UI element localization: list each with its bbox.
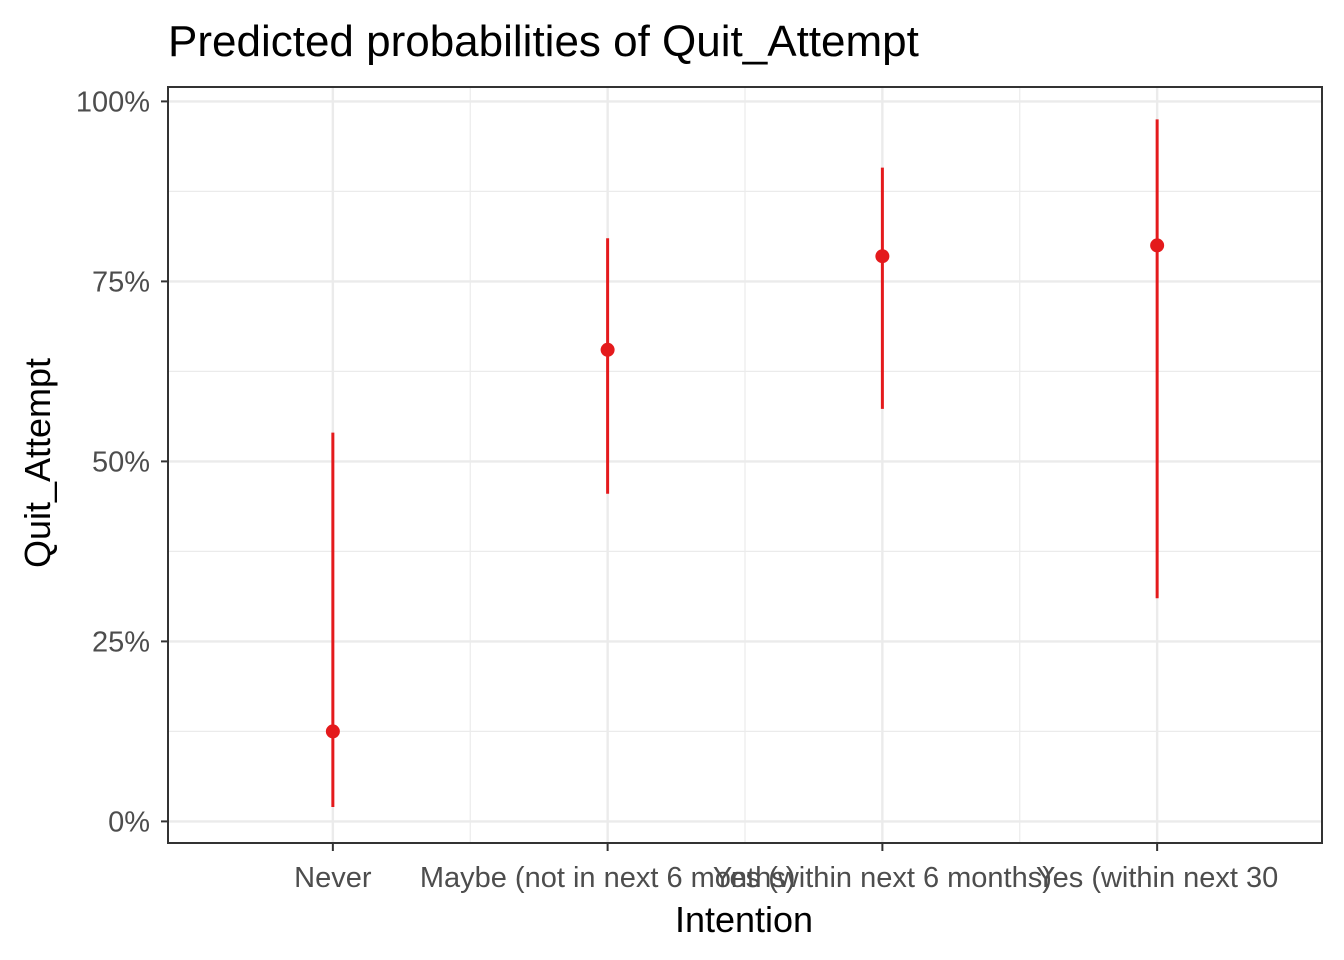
y-tick-label: 75% bbox=[92, 266, 150, 298]
x-axis-title: Intention bbox=[675, 899, 813, 940]
y-tick-label: 50% bbox=[92, 446, 150, 478]
y-axis-title: Quit_Attempt bbox=[17, 358, 58, 568]
y-tick-label: 25% bbox=[92, 626, 150, 658]
data-point bbox=[1150, 238, 1165, 253]
panel-border bbox=[167, 86, 1323, 844]
x-tick-label: Maybe (not in next 6 months) bbox=[420, 862, 796, 894]
error-bars bbox=[331, 119, 1159, 807]
x-tick-label: Yes (within next 30 bbox=[1036, 862, 1278, 894]
chart-title: Predicted probabilities of Quit_Attempt bbox=[168, 17, 919, 66]
y-tick-label: 100% bbox=[76, 86, 150, 118]
x-tick-label: Never bbox=[294, 862, 372, 894]
x-axis: Never Maybe (not in next 6 months)Yes (wi… bbox=[294, 843, 1278, 894]
minor-gridlines bbox=[168, 87, 1322, 843]
y-tick-label: 0% bbox=[108, 806, 150, 838]
y-axis: 0% 25% 50% 75% 100% bbox=[76, 86, 168, 838]
data-point bbox=[600, 342, 615, 357]
x-tick-label: Yes (within next 6 months) bbox=[713, 862, 1052, 894]
data-point bbox=[325, 724, 340, 739]
data-points bbox=[325, 238, 1165, 739]
data-point bbox=[875, 249, 890, 264]
